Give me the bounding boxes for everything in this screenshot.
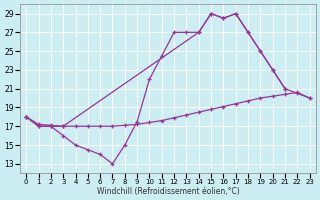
X-axis label: Windchill (Refroidissement éolien,°C): Windchill (Refroidissement éolien,°C) <box>97 187 239 196</box>
